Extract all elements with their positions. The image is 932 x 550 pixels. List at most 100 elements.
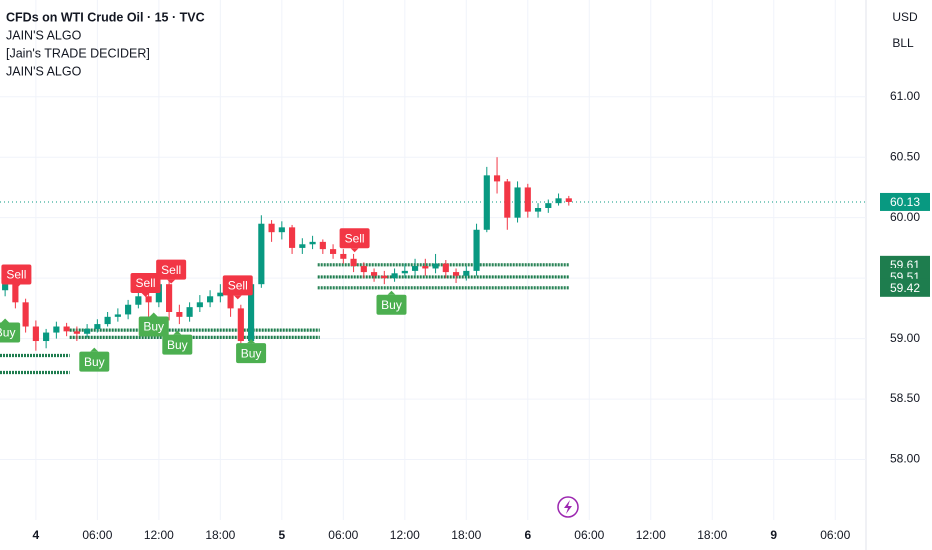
- y-tick-label: 61.00: [890, 89, 920, 103]
- candle-body: [391, 273, 398, 279]
- y-tick-label: 60.00: [890, 210, 920, 224]
- signal-box: [130, 272, 161, 293]
- signal-pointer: [350, 248, 359, 253]
- candle-body: [545, 203, 552, 208]
- price-badge: [880, 278, 930, 297]
- candle-body: [114, 314, 121, 317]
- candle-body: [340, 253, 347, 259]
- signal-label: Sell: [6, 268, 26, 282]
- candle-body: [381, 275, 388, 279]
- candle-body: [463, 270, 470, 276]
- candle-body: [94, 324, 101, 329]
- events-icon[interactable]: [557, 496, 579, 518]
- candle-body: [248, 284, 255, 342]
- signal-box: [1, 264, 32, 285]
- candle-body: [196, 302, 203, 308]
- candle-body: [442, 263, 449, 273]
- candle-body: [2, 284, 9, 291]
- signal-box: [79, 351, 110, 372]
- signal-label: Buy: [241, 346, 262, 360]
- signal-label: Buy: [0, 326, 15, 340]
- indicator-label: JAIN'S ALGO: [6, 28, 82, 42]
- candle-body: [504, 181, 511, 218]
- signal-box: [222, 275, 253, 296]
- x-tick-label: 5: [278, 528, 285, 542]
- signal-pointer: [149, 312, 158, 317]
- signal-pointer: [141, 292, 150, 297]
- candle-body: [155, 284, 162, 303]
- price-badge: [880, 192, 930, 211]
- price-badge-label: 59.42: [890, 281, 920, 295]
- signal-label: Sell: [136, 276, 156, 290]
- candle-body: [207, 296, 214, 303]
- x-tick-label: 06:00: [820, 528, 850, 542]
- x-tick-label: 4: [33, 528, 40, 542]
- signal-box: [162, 334, 193, 355]
- signal-pointer: [173, 330, 182, 335]
- x-tick-label: 18:00: [697, 528, 727, 542]
- candle-body: [534, 208, 542, 212]
- signal-pointer: [1, 318, 10, 323]
- x-tick-label: 12:00: [390, 528, 420, 542]
- y-tick-label: 58.00: [890, 452, 920, 466]
- candle-body: [176, 312, 183, 317]
- candle-body: [12, 284, 19, 303]
- unit-label[interactable]: BLL: [892, 36, 914, 50]
- candle-body: [135, 296, 142, 305]
- candle-body: [32, 326, 39, 342]
- candle-body: [330, 249, 337, 254]
- price-badge-label: 60.13: [890, 195, 920, 209]
- x-tick-label: 12:00: [144, 528, 174, 542]
- candle-body: [227, 292, 234, 309]
- y-tick-label: 58.50: [890, 391, 920, 405]
- candle-body: [452, 272, 460, 276]
- indicator-label: [Jain's TRADE DECIDER]: [6, 46, 150, 60]
- chart-title: CFDs on WTI Crude Oil · 15 · TVC: [6, 10, 205, 24]
- signal-box: [339, 228, 370, 249]
- signal-label: Buy: [381, 298, 402, 312]
- candle-body: [422, 266, 429, 269]
- x-tick-label: 6: [524, 528, 531, 542]
- candle-body: [63, 326, 70, 332]
- signal-pointer: [90, 347, 99, 352]
- signal-label: Sell: [345, 231, 365, 245]
- candle-body: [145, 296, 152, 303]
- candle-body: [370, 272, 378, 276]
- candle-body: [401, 270, 408, 274]
- candle-body: [483, 175, 490, 230]
- y-tick-label: 59.00: [890, 331, 920, 345]
- candle-body: [289, 227, 296, 248]
- candle-body: [319, 241, 326, 250]
- indicator-label: JAIN'S ALGO: [6, 64, 82, 78]
- signal-box: [376, 294, 407, 315]
- x-tick-label: 06:00: [328, 528, 358, 542]
- candle-body: [299, 244, 306, 248]
- candle-body: [514, 187, 521, 218]
- candle-body: [237, 308, 244, 342]
- candle-body: [350, 258, 357, 267]
- currency-label[interactable]: USD: [892, 10, 918, 24]
- signal-pointer: [167, 279, 176, 284]
- x-tick-label: 06:00: [82, 528, 112, 542]
- candle-body: [268, 223, 275, 233]
- signal-label: Buy: [84, 355, 105, 369]
- candle-body: [493, 175, 501, 182]
- signal-pointer: [247, 339, 256, 344]
- signal-box: [156, 259, 187, 280]
- signal-box: [236, 343, 267, 364]
- signal-pointer: [233, 295, 242, 300]
- y-tick-label: 60.50: [890, 149, 920, 163]
- signal-pointer: [387, 290, 396, 295]
- signal-box: [0, 322, 21, 343]
- candle-body: [360, 266, 367, 273]
- candle-body: [217, 292, 224, 297]
- signal-pointer: [12, 284, 21, 289]
- candle-body: [125, 304, 132, 315]
- signal-label: Buy: [167, 338, 188, 352]
- signal-label: Sell: [161, 263, 181, 277]
- candle-body: [186, 307, 193, 317]
- candle-body: [22, 302, 29, 327]
- candle-body: [258, 223, 265, 285]
- signal-label: Sell: [228, 279, 248, 293]
